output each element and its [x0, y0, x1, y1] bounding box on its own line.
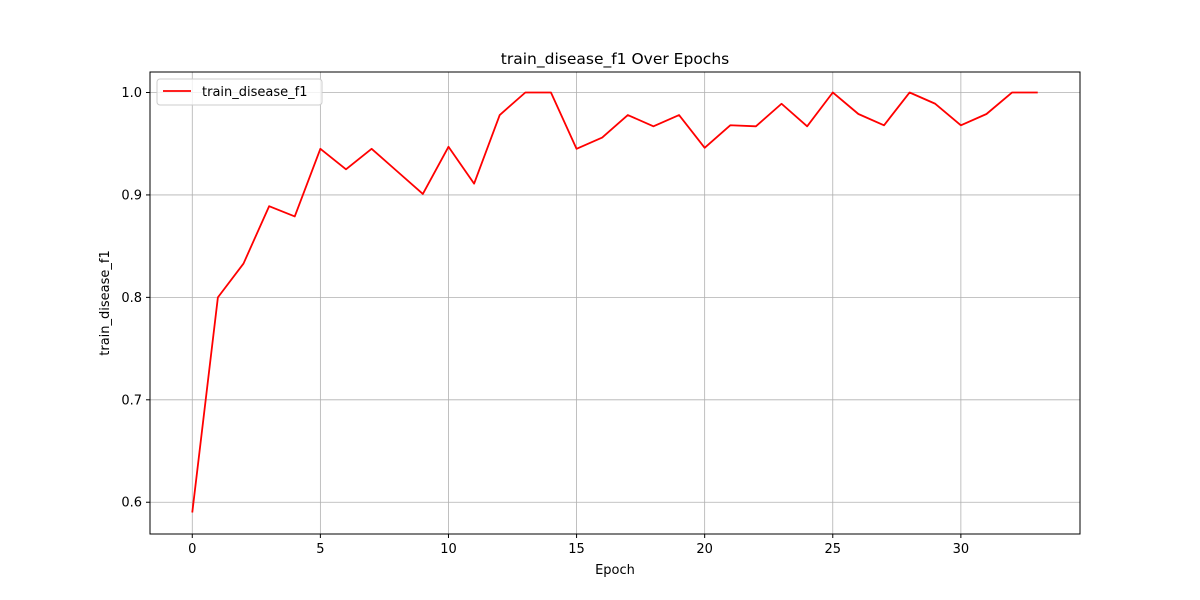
x-tick-label: 30: [953, 542, 970, 557]
x-tick-label: 15: [568, 542, 585, 557]
grid-lines: [150, 72, 1080, 534]
y-axis-label: train_disease_f1: [98, 250, 113, 355]
series-line: [191, 91, 1038, 513]
x-tick-label: 5: [316, 542, 324, 557]
x-tick-label: 20: [696, 542, 713, 557]
legend-entry-label: train_disease_f1: [202, 85, 307, 100]
y-tick-label: 0.8: [121, 291, 142, 306]
x-tick-label: 25: [824, 542, 841, 557]
y-tick-label: 0.6: [121, 496, 142, 511]
x-axis-label: Epoch: [595, 563, 635, 578]
plot-frame: [149, 71, 1081, 535]
y-tick-label: 1.0: [121, 86, 142, 101]
chart-title: train_disease_f1 Over Epochs: [501, 50, 729, 69]
y-axis-ticks: 0.6 0.7 0.8 0.9 1.0: [121, 86, 150, 511]
x-axis-ticks: 0 5 10 15 20 25 30: [188, 534, 969, 557]
series-layer: [191, 91, 1038, 513]
y-tick-label: 0.7: [121, 393, 142, 408]
legend: train_disease_f1: [156, 78, 323, 106]
x-tick-label: 10: [440, 542, 457, 557]
legend-box: [156, 78, 323, 106]
x-tick-label: 0: [188, 542, 196, 557]
y-tick-label: 0.9: [121, 188, 142, 203]
